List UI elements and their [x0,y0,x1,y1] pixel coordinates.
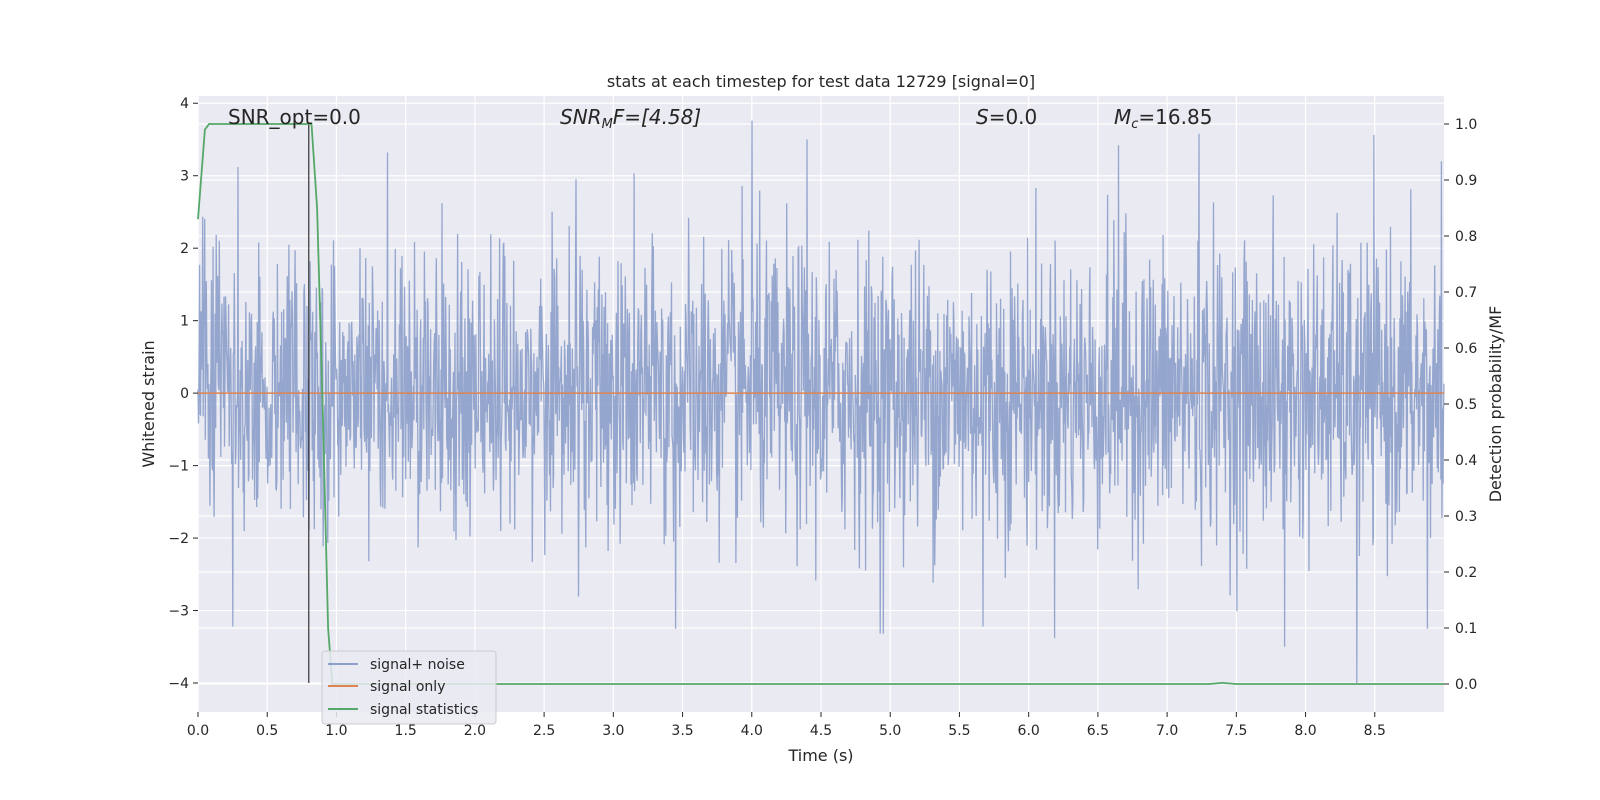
y-tick-label: −4 [168,676,189,692]
x-tick-label: 1.0 [325,723,347,739]
legend-label-signal-only: signal only [370,679,445,695]
x-tick-label: 7.5 [1225,723,1247,739]
x-tick-label: 4.5 [810,723,832,739]
x-tick-label: 6.5 [1087,723,1109,739]
legend: signal+ noise signal only signal statist… [321,650,497,725]
y2-tick-label: 0.4 [1455,453,1477,469]
y-tick-label: 3 [180,169,189,185]
y2-tick-label: 1.0 [1455,117,1477,133]
x-tick-label: 2.5 [533,723,555,739]
y2-tick-label: 0.1 [1455,621,1477,637]
x-tick-label: 1.5 [395,723,417,739]
y2-tick-label: 0.0 [1455,677,1477,693]
y2-tick-label: 0.8 [1455,229,1477,245]
y2-tick-label: 0.9 [1455,173,1477,189]
x-tick-label: 2.0 [464,723,486,739]
y2-tick-label: 0.7 [1455,285,1477,301]
legend-label-signal-statistics: signal statistics [370,702,478,718]
y-tick-label: 4 [180,96,189,112]
signal-noise-line [197,120,1445,684]
x-axis-ticks: 0.0 0.5 1.0 1.5 2.0 2.5 3.0 3.5 4.0 4.5 5.0 5.5 6.0 6… [187,712,1386,739]
x-tick-label: 0.5 [256,723,278,739]
annotation-mc: Mc=16.85 [1114,105,1212,132]
x-tick-label: 4.0 [741,723,763,739]
x-tick-label: 5.0 [879,723,901,739]
legend-label-signal-noise: signal+ noise [370,657,465,673]
x-tick-label: 3.0 [602,723,624,739]
x-tick-label: 5.5 [948,723,970,739]
y-tick-label: 2 [180,241,189,257]
y2-axis-label: Detection probability/MF [1486,306,1505,503]
y-axis-label: Whitened strain [139,340,158,467]
annotation-snr-opt: SNR_opt=0.0 [228,105,361,129]
x-axis-label: Time (s) [787,746,853,765]
annotation-s: S=0.0 [976,105,1037,129]
x-tick-label: 6.0 [1018,723,1040,739]
y2-tick-label: 0.2 [1455,565,1477,581]
y-tick-label: 0 [180,386,189,402]
y-tick-label: 1 [180,314,189,330]
line-series [197,123,1444,685]
annotation-snr-mf: SNRMF=[4.58] [560,105,701,132]
y2-tick-label: 0.6 [1455,341,1477,357]
legend-box [321,650,497,725]
y-tick-label: −1 [168,459,189,475]
y2-axis-ticks: 0.0 0.1 0.2 0.3 0.4 0.5 0.6 0.7 0.8 0.9 1.0 [1444,117,1477,693]
x-tick-label: 8.5 [1364,723,1386,739]
x-tick-label: 0.0 [187,723,209,739]
x-tick-label: 7.0 [1156,723,1178,739]
x-tick-label: 8.0 [1294,723,1316,739]
y-axis-ticks: −4 −3 −2 −1 0 1 2 3 4 [168,96,198,692]
x-tick-label: 3.5 [671,723,693,739]
signal-noise-series [197,120,1445,684]
signal-statistics-line [197,123,1444,685]
y-tick-label: −2 [168,531,189,547]
y2-tick-label: 0.5 [1455,397,1477,413]
y2-tick-label: 0.3 [1455,509,1477,525]
y-tick-label: −3 [168,604,189,620]
chart-title: stats at each timestep for test data 127… [607,72,1035,91]
